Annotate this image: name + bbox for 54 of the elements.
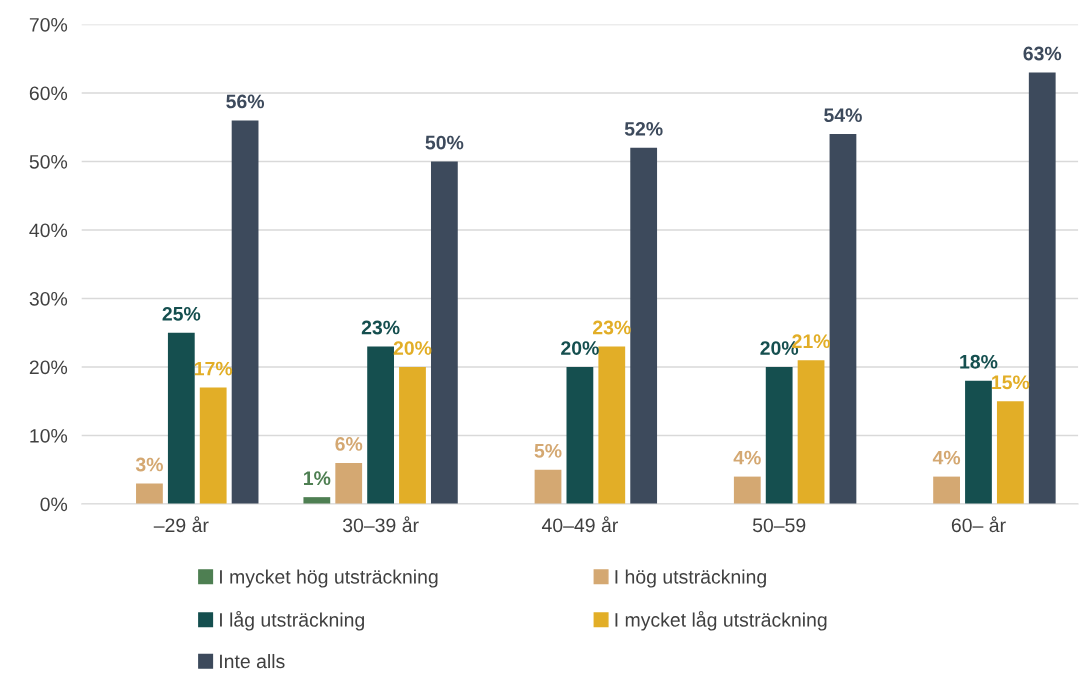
bar [996, 401, 1024, 504]
data-label: 63% [1023, 46, 1062, 61]
x-tick-label: –29 år [153, 516, 209, 533]
legend-label: I mycket låg utsträckning [615, 610, 827, 631]
y-tick-label: 60% [29, 86, 68, 101]
legend-label: I mycket hög utsträckning [220, 569, 438, 588]
legend-label: Inte alls [220, 653, 285, 669]
y-tick-label: 0% [40, 497, 68, 512]
data-label: 5% [534, 443, 562, 458]
data-label: 50% [425, 135, 464, 150]
data-label: 56% [226, 94, 265, 109]
legend-label: I hög utsträckning [615, 569, 766, 588]
data-label: 4% [733, 450, 761, 465]
y-tick-label: 70% [29, 17, 68, 32]
bar [534, 469, 562, 504]
bar [399, 367, 426, 504]
bar [136, 483, 163, 504]
bar [231, 120, 259, 504]
bar [367, 346, 394, 504]
bar [566, 367, 594, 504]
bar [335, 462, 363, 504]
data-label: 23% [361, 320, 400, 335]
bar [630, 147, 658, 504]
bar [829, 134, 857, 504]
bar [430, 161, 458, 504]
bar [1028, 72, 1056, 504]
x-tick-label: 30–39 år [342, 516, 419, 533]
bar [598, 346, 626, 504]
data-label: 25% [162, 306, 201, 321]
x-tick-label: 40–49 år [541, 516, 618, 533]
data-label: 54% [824, 108, 862, 123]
bar [167, 332, 195, 504]
bar [933, 476, 960, 504]
bar [199, 387, 227, 504]
legend-label: I låg utsträckning [220, 610, 364, 631]
data-label: 3% [135, 457, 163, 472]
x-tick-label: 60– år [951, 516, 1006, 533]
data-label: 4% [932, 450, 961, 465]
data-label: 52% [624, 121, 663, 136]
data-label: 17% [194, 361, 233, 376]
x-tick-label: 50–59 [752, 518, 806, 533]
data-label: 18% [960, 354, 998, 369]
bar [733, 476, 761, 504]
bar [765, 367, 793, 504]
data-label: 6% [335, 437, 363, 451]
y-tick-label: 40% [29, 223, 68, 238]
bar [797, 360, 825, 504]
data-label: 20% [561, 341, 599, 355]
y-tick-label: 30% [29, 291, 68, 306]
y-tick-label: 50% [29, 154, 68, 169]
data-label: 1% [304, 471, 331, 486]
y-tick-label: 20% [29, 360, 68, 375]
bar [965, 380, 992, 504]
y-tick-label: 10% [30, 428, 68, 443]
